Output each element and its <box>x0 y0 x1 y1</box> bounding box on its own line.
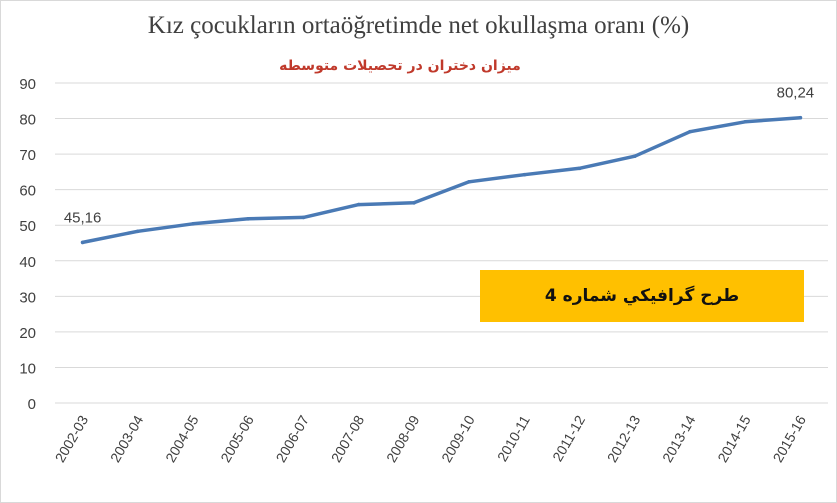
data-point <box>356 202 361 207</box>
x-tick-label: 2004-05 <box>162 412 202 465</box>
y-axis-ticks: 0 10 20 30 40 50 60 70 80 90 <box>19 76 36 413</box>
gridlines <box>55 82 828 404</box>
y-tick-label: 30 <box>19 289 36 306</box>
x-tick-label: 2010-11 <box>494 412 533 464</box>
data-point <box>522 172 527 177</box>
chart-title: Kız çocukların ortaöğretimde net okullaş… <box>147 12 690 39</box>
y-tick-label: 90 <box>19 76 36 93</box>
data-point <box>191 222 195 226</box>
data-label-last: 80,24 <box>777 85 815 102</box>
data-point <box>301 215 306 220</box>
data-point <box>577 166 582 171</box>
y-tick-label: 10 <box>19 360 36 377</box>
x-tick-label: 2013-14 <box>659 412 699 465</box>
y-tick-label: 80 <box>19 112 36 129</box>
x-tick-label: 2006-07 <box>273 412 313 465</box>
y-tick-label: 60 <box>19 183 36 200</box>
series-layer <box>80 115 803 245</box>
x-tick-label: 2003-04 <box>107 412 147 465</box>
x-tick-label: 2015-16 <box>769 412 809 465</box>
x-tick-label: 2014-15 <box>714 412 754 465</box>
y-tick-label: 0 <box>28 396 36 413</box>
data-label-first: 45,16 <box>64 209 102 226</box>
data-point <box>412 201 416 205</box>
data-point <box>246 217 251 221</box>
data-point <box>743 119 747 124</box>
y-tick-label: 20 <box>19 325 36 342</box>
data-labels: 45,16 80,24 <box>64 85 814 227</box>
x-tick-label: 2011-12 <box>549 412 588 464</box>
annotation-box: طرح گرافيكي شماره 4 <box>480 270 804 322</box>
x-tick-label: 2009-10 <box>438 412 478 465</box>
series-line <box>80 115 803 245</box>
data-point <box>798 115 803 120</box>
x-axis-ticks: 2002-03 2003-04 2004-05 2005-06 2006-07 2007-… <box>52 412 809 465</box>
annotation-label: طرح گرافيكي شماره 4 <box>544 286 740 306</box>
y-tick-label: 40 <box>19 254 36 271</box>
data-point <box>136 229 140 234</box>
data-point <box>688 129 692 134</box>
x-tick-label: 2012-13 <box>604 412 644 465</box>
x-tick-label: 2007-08 <box>328 412 368 465</box>
y-tick-label: 50 <box>19 218 36 235</box>
y-tick-label: 70 <box>19 147 36 164</box>
x-tick-label: 2002-03 <box>52 412 92 465</box>
chart-subtitle: میزان دختران در تحصیلات متوسطه <box>279 58 521 74</box>
x-tick-label: 2008-09 <box>383 412 423 465</box>
data-point <box>80 240 85 245</box>
x-tick-label: 2005-06 <box>217 412 257 465</box>
data-point <box>467 180 471 184</box>
data-point <box>632 154 637 159</box>
